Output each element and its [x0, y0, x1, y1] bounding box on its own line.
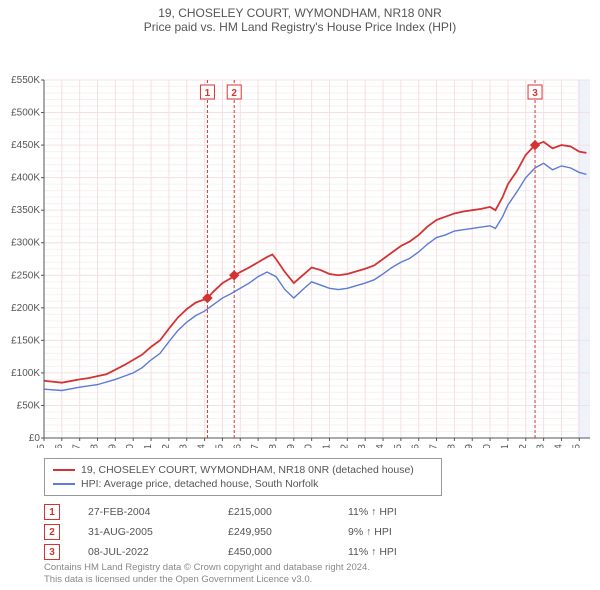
- svg-text:2023: 2023: [536, 444, 547, 448]
- sale-date: 31-AUG-2005: [88, 526, 228, 538]
- sale-date: 27-FEB-2004: [88, 506, 228, 518]
- svg-text:1995: 1995: [36, 444, 47, 448]
- svg-text:2020: 2020: [482, 444, 493, 448]
- svg-text:£450K: £450K: [11, 140, 40, 151]
- svg-text:£100K: £100K: [11, 368, 40, 379]
- svg-text:£500K: £500K: [11, 108, 40, 119]
- svg-text:2003: 2003: [179, 444, 190, 448]
- svg-text:2021: 2021: [500, 444, 511, 448]
- svg-text:£550K: £550K: [11, 75, 40, 86]
- legend: 19, CHOSELEY COURT, WYMONDHAM, NR18 0NR …: [44, 458, 442, 496]
- legend-label: 19, CHOSELEY COURT, WYMONDHAM, NR18 0NR …: [81, 463, 414, 477]
- svg-text:1: 1: [205, 88, 211, 99]
- svg-text:1998: 1998: [90, 444, 101, 448]
- legend-swatch: [53, 483, 75, 485]
- svg-text:2007: 2007: [250, 444, 261, 448]
- svg-text:2018: 2018: [446, 444, 457, 448]
- sales-row: 2 31-AUG-2005£249,9509% ↑ HPI: [44, 522, 468, 542]
- sale-delta: 11% ↑ HPI: [348, 546, 468, 558]
- svg-text:£200K: £200K: [11, 303, 40, 314]
- license-text: Contains HM Land Registry data © Crown c…: [44, 562, 370, 586]
- sale-delta: 9% ↑ HPI: [348, 526, 468, 538]
- sale-date: 08-JUL-2022: [88, 546, 228, 558]
- svg-text:£0: £0: [29, 433, 41, 444]
- svg-text:2016: 2016: [411, 444, 422, 448]
- svg-text:2004: 2004: [197, 444, 208, 448]
- svg-text:2006: 2006: [232, 444, 243, 448]
- svg-text:2001: 2001: [143, 444, 154, 448]
- svg-text:£150K: £150K: [11, 335, 40, 346]
- svg-text:2022: 2022: [518, 444, 529, 448]
- svg-text:2000: 2000: [125, 444, 136, 448]
- svg-text:2010: 2010: [304, 444, 315, 448]
- svg-text:1997: 1997: [72, 444, 83, 448]
- license-line: This data is licensed under the Open Gov…: [44, 574, 370, 586]
- svg-text:1999: 1999: [107, 444, 118, 448]
- price-chart: 1 2 3 £0 £50K £100K £150K £200K £250K £300K £350K £…: [0, 38, 600, 448]
- license-line: Contains HM Land Registry data © Crown c…: [44, 562, 370, 574]
- sale-delta: 11% ↑ HPI: [348, 506, 468, 518]
- chart-subtitle: Price paid vs. HM Land Registry's House …: [0, 20, 600, 38]
- svg-text:2015: 2015: [393, 444, 404, 448]
- sales-row: 3 08-JUL-2022£450,00011% ↑ HPI: [44, 542, 468, 562]
- svg-text:1996: 1996: [54, 444, 65, 448]
- svg-text:2: 2: [231, 88, 237, 99]
- chart-title: 19, CHOSELEY COURT, WYMONDHAM, NR18 0NR: [0, 0, 600, 20]
- svg-text:3: 3: [532, 88, 538, 99]
- svg-text:2009: 2009: [286, 444, 297, 448]
- sale-price: £249,950: [228, 526, 348, 538]
- svg-text:2014: 2014: [375, 444, 386, 448]
- sale-marker: 3: [44, 544, 60, 560]
- svg-text:£300K: £300K: [11, 238, 40, 249]
- svg-text:£250K: £250K: [11, 270, 40, 281]
- legend-label: HPI: Average price, detached house, Sout…: [81, 477, 318, 491]
- svg-text:2008: 2008: [268, 444, 279, 448]
- svg-text:2012: 2012: [339, 444, 350, 448]
- svg-text:2017: 2017: [429, 444, 440, 448]
- svg-text:2019: 2019: [464, 444, 475, 448]
- legend-row: HPI: Average price, detached house, Sout…: [53, 477, 433, 491]
- sales-row: 1 27-FEB-2004£215,00011% ↑ HPI: [44, 502, 468, 522]
- sale-marker: 1: [44, 504, 60, 520]
- svg-text:£400K: £400K: [11, 173, 40, 184]
- svg-text:2024: 2024: [553, 444, 564, 448]
- svg-text:2005: 2005: [214, 444, 225, 448]
- legend-row: 19, CHOSELEY COURT, WYMONDHAM, NR18 0NR …: [53, 463, 433, 477]
- sale-price: £450,000: [228, 546, 348, 558]
- svg-text:£350K: £350K: [11, 205, 40, 216]
- svg-text:2011: 2011: [321, 444, 332, 448]
- svg-text:2002: 2002: [161, 444, 172, 448]
- sales-table: 127-FEB-2004£215,00011% ↑ HPI231-AUG-200…: [44, 502, 468, 562]
- svg-text:2013: 2013: [357, 444, 368, 448]
- svg-text:2025: 2025: [571, 444, 582, 448]
- sale-price: £215,000: [228, 506, 348, 518]
- legend-swatch: [53, 469, 75, 471]
- sale-marker: 2: [44, 524, 60, 540]
- svg-text:£50K: £50K: [17, 400, 41, 411]
